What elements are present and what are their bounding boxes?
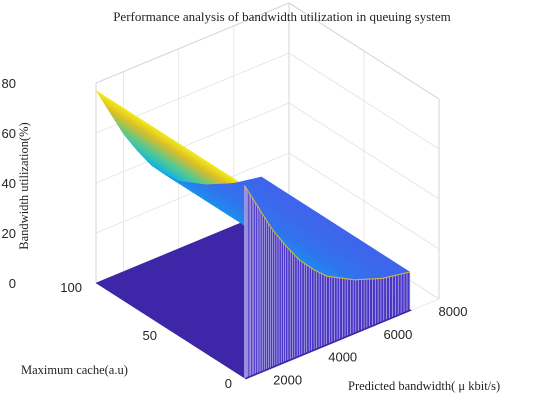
chart-title: Performance analysis of bandwidth utiliz… [113, 9, 451, 24]
surface-wall-strip [312, 268, 315, 351]
x-tick-label: 8000 [439, 304, 468, 319]
grid-line-z-side [288, 102, 440, 200]
surface-wall-strip [275, 232, 278, 366]
surface-wall-strip [287, 247, 291, 361]
surface-wall-strip [341, 277, 344, 339]
surface-wall-strip [407, 271, 411, 311]
z-tick-label: 40 [2, 176, 16, 191]
surface-wall-strip [380, 277, 384, 322]
box-edge-top-back [95, 2, 290, 84]
y-tick-label: 50 [143, 328, 157, 343]
surface-wall-strip [397, 274, 400, 315]
surface-wall-strip [304, 263, 307, 354]
box-edge-top-side [288, 2, 440, 100]
surface-wall-strip [347, 278, 351, 336]
surface-wall-strip [329, 276, 332, 344]
grid-line-z-back [95, 152, 290, 234]
z-tick-label: 0 [9, 276, 16, 291]
surface-wall-strip [254, 201, 258, 375]
surface-wall-strip [271, 227, 274, 368]
surface-wall-strip [250, 194, 254, 376]
surface-wall-strip [293, 254, 297, 358]
surface-mesh [95, 90, 412, 380]
y-tick-label: 100 [60, 280, 82, 295]
surface-wall-strip [277, 235, 280, 365]
x-tick-label: 4000 [328, 350, 357, 365]
z-tick-label: 80 [2, 76, 16, 91]
grid-line-z-back [95, 102, 290, 184]
x-tick-label: 6000 [383, 327, 412, 342]
surface-wall-strip [401, 273, 404, 314]
x-tick-label: 2000 [273, 373, 302, 388]
surface-wall-strip [372, 278, 375, 326]
surface-wall-strip [395, 274, 398, 316]
tick-labels: 0 20 40 60 80 0 50 100 2000 4000 6000 8000 [2, 76, 468, 391]
z-axis-label: Bandwidth utilization(%) [17, 122, 31, 249]
surface-wall-strip [356, 279, 359, 333]
grid-line-z-side [288, 152, 440, 250]
surface-wall-strip [285, 245, 289, 362]
grid-line-z-side [288, 52, 440, 150]
x-axis-label: Predicted bandwidth( μ kbit/s) [348, 379, 500, 393]
surface-wall-strip [316, 270, 320, 349]
surface-wall-strip [273, 230, 276, 367]
surface-wall-strip [267, 220, 270, 369]
surface-wall-strip [364, 278, 367, 329]
z-tick-label: 60 [2, 126, 16, 141]
surface-crest-line [244, 185, 411, 281]
surface-wall-strip [337, 277, 340, 340]
y-tick-label: 0 [225, 376, 232, 391]
y-axis-label: Maximum cache(a.u) [21, 363, 128, 377]
surface-wall-strip [387, 276, 390, 320]
z-tick-label: 20 [2, 226, 16, 241]
